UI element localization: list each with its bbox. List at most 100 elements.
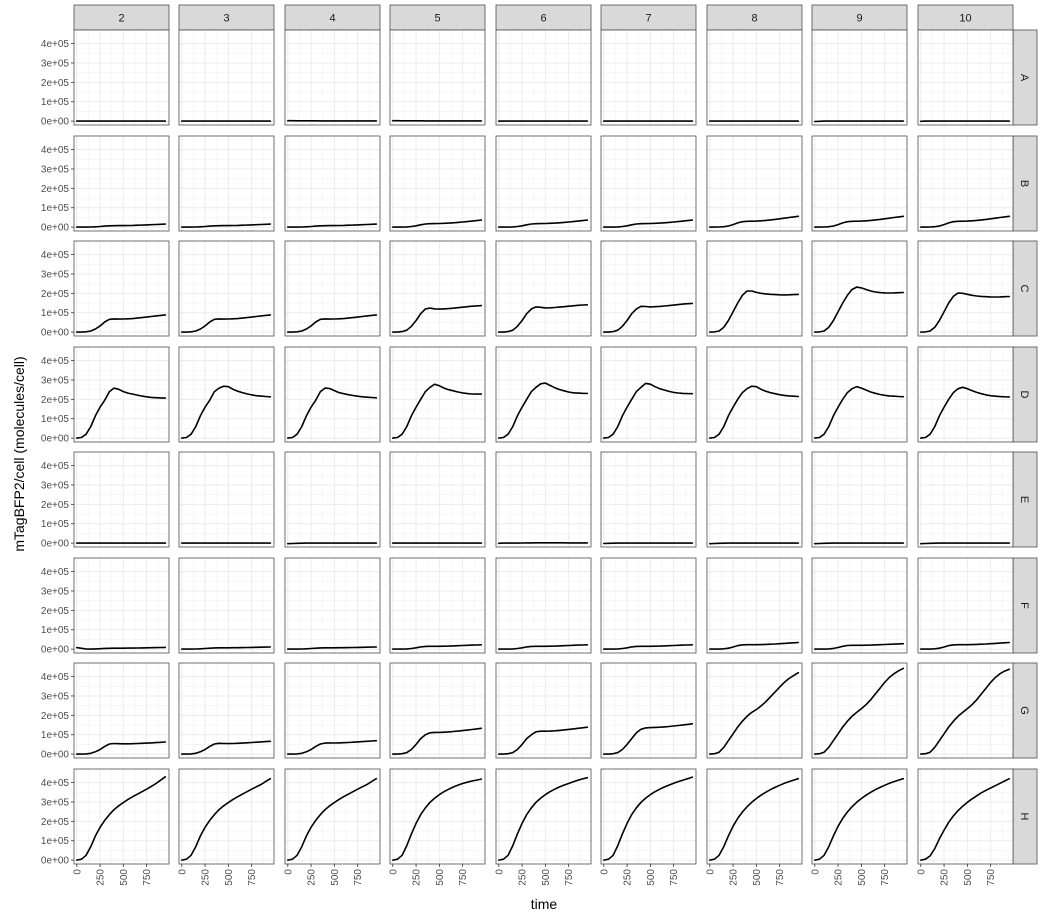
x-tick-label: 250: [201, 869, 212, 886]
series-line: [391, 778, 483, 861]
series-line: [76, 387, 167, 439]
series-line: [181, 740, 272, 755]
series-line: [497, 541, 589, 545]
panel: [811, 240, 908, 337]
panel: [811, 135, 908, 232]
x-tick-label: 250: [729, 869, 740, 886]
column-strip: 10: [917, 4, 1014, 31]
y-tick-label: 0e+00: [41, 750, 70, 761]
panel: [706, 768, 803, 865]
x-tick-label: 750: [458, 869, 469, 886]
series-line: [76, 314, 167, 333]
series-line: [708, 215, 800, 228]
x-tick-label: 500: [963, 869, 974, 886]
x-tick-label: 250: [518, 869, 529, 886]
series-line: [181, 777, 272, 861]
series-line: [76, 775, 167, 861]
column-strip-label: 3: [223, 13, 229, 25]
panel: [284, 451, 381, 548]
y-tick-label: 1e+05: [41, 519, 70, 530]
panel: [495, 346, 592, 443]
y-tick-label: 3e+05: [41, 269, 70, 280]
row-strip-label: E: [1018, 496, 1030, 503]
y-tick-label: 1e+05: [41, 414, 70, 425]
x-tick-label: 750: [775, 869, 786, 886]
column-strip: 3: [178, 4, 275, 31]
series-line: [286, 387, 378, 439]
column-strip-label: 8: [751, 13, 757, 25]
y-tick-label: 4e+05: [41, 39, 70, 50]
x-tick-label: 500: [752, 869, 763, 886]
series-line: [919, 542, 1011, 545]
panel: [917, 240, 1014, 337]
panel: [600, 662, 697, 759]
column-strip-label: 10: [959, 13, 971, 25]
series-line: [391, 383, 483, 439]
y-tick-label: 4e+05: [41, 356, 70, 367]
row-strips: A B C D E F G H: [1012, 29, 1038, 865]
x-axis-title: time: [531, 896, 558, 912]
x-tick-label: 750: [986, 869, 997, 886]
x-tick-label: 750: [353, 869, 364, 886]
column-strips: 2 3 4 5 6 7 8 9 10: [73, 4, 1014, 31]
x-tick-label: 0: [916, 869, 927, 875]
panel: [600, 29, 697, 126]
x-tick-label: 500: [330, 869, 341, 886]
series-line: [919, 777, 1011, 861]
column-strip-label: 5: [434, 13, 440, 25]
panel: [706, 451, 803, 548]
y-tick-label: 1e+05: [41, 203, 70, 214]
series-line: [813, 215, 905, 228]
series-line: [497, 382, 589, 439]
panel: [917, 29, 1014, 126]
x-tick-label: 0: [388, 869, 399, 875]
x-tick-label: 250: [412, 869, 423, 886]
y-tick-label: 3e+05: [41, 691, 70, 702]
series-line: [391, 304, 483, 333]
panel: [495, 662, 592, 759]
y-tick-label: 3e+05: [41, 375, 70, 386]
panel: [917, 557, 1014, 654]
y-tick-label: 0e+00: [41, 645, 70, 656]
row-strip-label: F: [1018, 602, 1030, 609]
series-line: [813, 642, 905, 650]
y-tick-label: 2e+05: [41, 711, 70, 722]
series-line: [286, 777, 378, 861]
y-tick-label: 2e+05: [41, 289, 70, 300]
x-tick-label: 500: [435, 869, 446, 886]
series-line: [708, 671, 800, 755]
y-tick-label: 2e+05: [41, 78, 70, 89]
row-strip: F: [1012, 557, 1038, 654]
panel: [811, 29, 908, 126]
column-strip: 8: [706, 4, 803, 31]
panel: [284, 135, 381, 232]
panel: [917, 768, 1014, 865]
x-tick-label: 750: [669, 869, 680, 886]
y-tick-label: 4e+05: [41, 461, 70, 472]
x-tick-label: 750: [142, 869, 153, 886]
panel: [73, 240, 170, 337]
x-tick-label: 500: [857, 869, 868, 886]
row-strip: H: [1012, 768, 1038, 865]
panel: [706, 240, 803, 337]
row-strip-label: A: [1018, 74, 1030, 82]
column-strip: 2: [73, 4, 170, 31]
panel: [73, 662, 170, 759]
x-tick-label: 750: [880, 869, 891, 886]
panel: [917, 662, 1014, 759]
y-tick-label: 1e+05: [41, 730, 70, 741]
y-tick-label: 0e+00: [41, 223, 70, 234]
column-strip-label: 6: [540, 13, 546, 25]
panel: [495, 29, 592, 126]
panel: [73, 557, 170, 654]
panel: [389, 240, 486, 337]
x-tick-label: 0: [494, 869, 505, 875]
column-strip-label: 9: [856, 13, 862, 25]
panel: [495, 557, 592, 654]
row-strip-label: G: [1018, 706, 1030, 715]
panel: [73, 346, 170, 443]
series-line: [602, 382, 694, 439]
x-axis: 0 250 500 750 0 250 500 750 0 250 500 750 0 250 500 750…: [72, 864, 997, 886]
panel: [389, 346, 486, 443]
